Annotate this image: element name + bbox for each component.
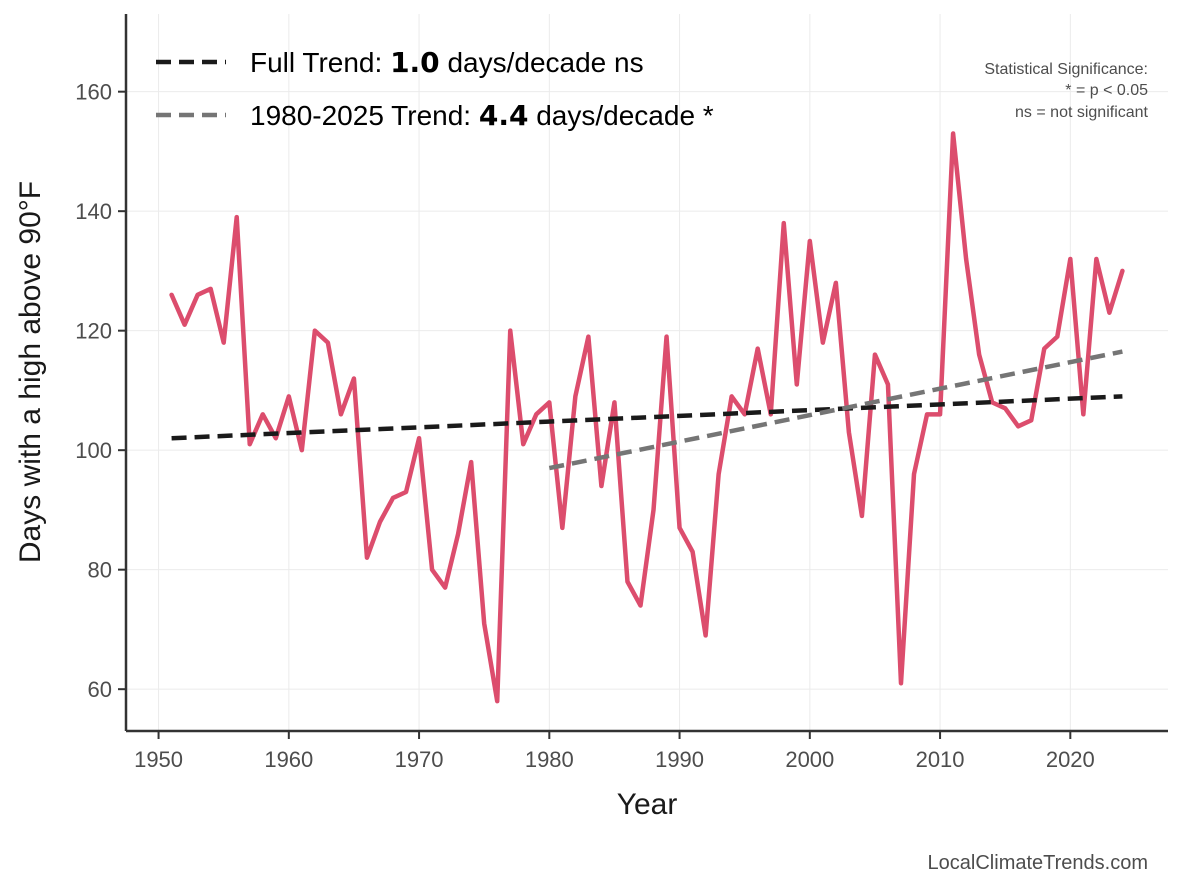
significance-title: Statistical Significance: (984, 61, 1148, 78)
y-axis-ticks: 60 80 100 120 140 160 (75, 80, 126, 702)
y-tick-label-80: 80 (88, 558, 112, 583)
trend-line-1 (548, 349, 1123, 471)
legend: Full Trend: 1.0 days/decade ns 1980-2025… (156, 46, 714, 132)
x-tick-label-2000: 2000 (785, 747, 834, 772)
data-series (169, 131, 1125, 704)
trend-lines (171, 349, 1123, 471)
x-tick-label-1950: 1950 (134, 747, 183, 772)
x-tick-label-2020: 2020 (1046, 747, 1095, 772)
significance-line-2: ns = not significant (1015, 104, 1149, 121)
significance-note: Statistical Significance: * = p < 0.05 n… (984, 61, 1148, 121)
trend-line-0 (171, 394, 1123, 441)
x-tick-label-1990: 1990 (655, 747, 704, 772)
y-tick-label-160: 160 (75, 80, 112, 105)
y-tick-label-60: 60 (88, 677, 112, 702)
x-axis-ticks: 1950 1960 1970 1980 1990 2000 2010 2020 (134, 731, 1095, 772)
x-tick-label-2010: 2010 (916, 747, 965, 772)
y-tick-label-140: 140 (75, 199, 112, 224)
y-tick-label-100: 100 (75, 438, 112, 463)
x-tick-label-1980: 1980 (525, 747, 574, 772)
legend-label-full-trend: Full Trend: 1.0 days/decade ns (250, 46, 644, 79)
x-tick-label-1970: 1970 (395, 747, 444, 772)
credit-text: LocalClimateTrends.com (928, 852, 1148, 874)
y-axis-title: Days with a high above 90°F (14, 181, 47, 563)
x-tick-label-1960: 1960 (264, 747, 313, 772)
legend-label-recent-trend: 1980-2025 Trend: 4.4 days/decade * (250, 99, 714, 132)
significance-line-1: * = p < 0.05 (1065, 82, 1148, 99)
y-tick-label-120: 120 (75, 319, 112, 344)
x-axis-title: Year (617, 788, 678, 821)
series-line-0 (169, 131, 1125, 704)
